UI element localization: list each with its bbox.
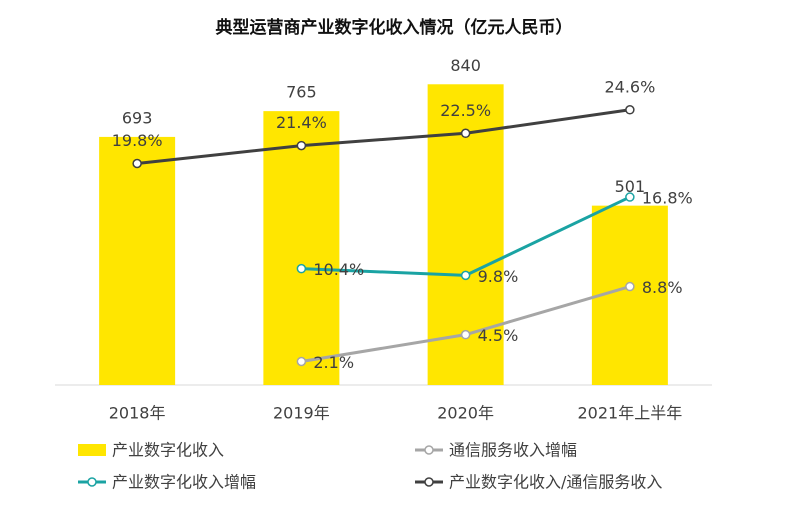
data-label: 693 xyxy=(122,108,153,127)
line-marker xyxy=(132,158,142,169)
bar xyxy=(263,111,340,385)
line-marker xyxy=(460,329,471,340)
bar xyxy=(99,136,176,385)
legend-swatch xyxy=(424,477,434,487)
line-marker xyxy=(460,270,471,281)
line xyxy=(136,108,631,165)
x-tick-label: 2019年 xyxy=(273,404,330,423)
data-label: 840 xyxy=(450,56,481,75)
legend-label: 通信服务收入增幅 xyxy=(449,441,577,460)
data-label: 22.5% xyxy=(440,101,491,120)
data-label: 8.8% xyxy=(642,278,683,297)
line-marker xyxy=(296,356,307,367)
legend-label: 产业数字化收入/通信服务收入 xyxy=(449,473,662,492)
line-marker xyxy=(460,128,471,139)
x-tick-label: 2018年 xyxy=(109,404,166,423)
data-label: 19.8% xyxy=(112,131,163,150)
legend-label: 产业数字化收入 xyxy=(112,441,224,460)
line-marker xyxy=(625,281,635,292)
x-tick-label: 2020年 xyxy=(437,404,494,423)
data-label: 16.8% xyxy=(642,189,693,208)
data-label: 501 xyxy=(615,177,646,196)
line-marker xyxy=(625,192,635,202)
legend-label: 产业数字化收入增幅 xyxy=(112,473,256,492)
data-label: 765 xyxy=(286,83,317,102)
legend-swatch xyxy=(87,477,97,487)
line-marker xyxy=(625,105,635,115)
x-tick-label: 2021年上半年 xyxy=(578,404,683,423)
line-marker xyxy=(296,263,307,274)
data-label: 10.4% xyxy=(313,260,364,279)
data-label: 24.6% xyxy=(604,77,655,96)
legend-swatch xyxy=(78,444,106,456)
data-label: 9.8% xyxy=(478,267,519,286)
legend-swatch xyxy=(424,445,434,455)
data-label: 2.1% xyxy=(313,353,354,372)
data-label: 21.4% xyxy=(276,113,327,132)
chart-title: 典型运营商产业数字化收入情况（亿元人民币） xyxy=(216,17,573,38)
line-marker xyxy=(296,140,307,151)
data-label: 4.5% xyxy=(478,326,519,345)
